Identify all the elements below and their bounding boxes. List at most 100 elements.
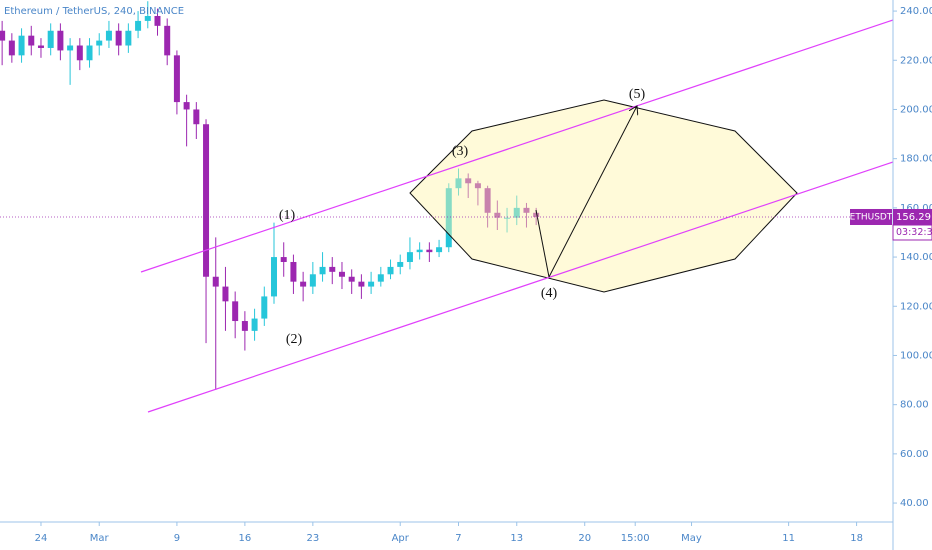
candle-body	[125, 30, 132, 46]
candle-body	[338, 271, 345, 277]
x-tick-label: 7	[455, 533, 461, 544]
candle-body	[37, 45, 44, 48]
candle-body	[47, 30, 54, 48]
y-tick-label: 100.00	[900, 350, 932, 361]
candle-body	[445, 188, 452, 248]
x-tick-label: 9	[174, 533, 180, 544]
price-series	[0, 1, 540, 390]
x-tick-label: 11	[782, 533, 795, 544]
symbol-tag	[850, 208, 892, 225]
candle-body	[232, 301, 239, 322]
candle-body	[18, 35, 25, 56]
candle-body	[8, 40, 15, 56]
candle-body	[212, 276, 219, 287]
candle-body	[154, 15, 161, 26]
candle-body	[144, 15, 151, 21]
countdown-tag	[892, 224, 932, 241]
candle-body	[173, 55, 180, 103]
x-tick-label: 24	[35, 533, 48, 544]
x-tick-label: 23	[306, 533, 319, 544]
candle-body	[377, 274, 384, 282]
candle-body	[358, 281, 365, 287]
y-tick-label: 220.00	[900, 55, 932, 66]
candle-body	[523, 207, 530, 213]
y-tick-label: 140.00	[900, 252, 932, 263]
wave-label: (4)	[541, 286, 558, 301]
candle-body	[309, 274, 316, 287]
x-tick-label: Mar	[90, 533, 110, 544]
candle-body	[67, 45, 74, 51]
candle-body	[203, 124, 210, 277]
candle-body	[436, 247, 443, 253]
y-tick-label: 60.00	[900, 449, 929, 460]
candle-body	[241, 321, 248, 331]
x-tick-label: May	[681, 533, 702, 544]
candle-body	[280, 257, 287, 262]
candle-body	[222, 286, 229, 302]
candle-body	[261, 296, 268, 319]
candle-body	[426, 249, 433, 253]
y-tick-label: 240.00	[900, 6, 932, 17]
candle-body	[348, 276, 355, 282]
candle-body	[164, 25, 171, 56]
candle-body	[57, 30, 64, 51]
wave-path	[535, 209, 550, 278]
y-tick-label: 200.00	[900, 104, 932, 115]
candle-body	[86, 45, 93, 61]
price-tag-label: 156.29	[896, 212, 931, 223]
wave-arrow	[548, 106, 637, 278]
candle-body	[533, 212, 540, 217]
candle-body	[290, 261, 297, 282]
candle-body	[329, 266, 336, 272]
x-tick-label: 18	[850, 533, 863, 544]
candle-body	[271, 257, 278, 297]
candle-body	[251, 318, 258, 331]
x-tick-label: 13	[510, 533, 523, 544]
candle-body	[455, 178, 462, 189]
x-tick-label: 15:00	[621, 533, 650, 544]
candle-body	[105, 30, 112, 41]
candle-body	[115, 30, 122, 46]
channel-upper	[140, 19, 894, 273]
candle-body	[387, 266, 394, 275]
drawings: (1) (2) (3) (4) (5)	[140, 19, 894, 413]
symbol-label: ETHUSDT	[850, 212, 893, 222]
candle-body	[504, 217, 511, 219]
y-tick-label: 180.00	[900, 154, 932, 165]
x-tick-label: 20	[578, 533, 591, 544]
candle-body	[193, 109, 200, 125]
x-tick-label: Apr	[392, 533, 410, 544]
y-tick-label: 80.00	[900, 400, 929, 411]
candle-body	[474, 183, 481, 189]
candle-body	[319, 266, 326, 275]
y-tick-label: 160.00	[900, 203, 932, 214]
candle-body	[28, 35, 35, 46]
hexagon-shape	[409, 99, 798, 293]
countdown-label: 03:32:34	[896, 227, 932, 238]
candle-body	[300, 281, 307, 287]
wave-label: (1)	[279, 208, 296, 223]
price-tag	[893, 208, 932, 225]
candle-body	[0, 30, 6, 41]
chart-title: Ethereum / TetherUS, 240, BINANCE	[4, 6, 184, 17]
candle-body	[368, 281, 375, 287]
candle-body	[397, 261, 404, 267]
candle-body	[416, 249, 423, 253]
wave-label: (3)	[452, 144, 469, 159]
candle-body	[406, 252, 413, 262]
y-tick-label: 40.00	[900, 498, 929, 509]
wave-label: (5)	[629, 87, 646, 102]
candle-body	[76, 45, 83, 61]
channel-lower	[147, 161, 894, 413]
y-tick-label: 120.00	[900, 301, 932, 312]
candle-body	[183, 102, 190, 110]
candle-body	[494, 212, 501, 218]
candle-body	[96, 40, 103, 46]
candle-body	[135, 20, 142, 31]
candle-body	[465, 178, 472, 184]
candle-body	[484, 188, 491, 213]
candle-body	[513, 207, 520, 218]
wave-label: (2)	[286, 332, 303, 347]
x-tick-label: 16	[239, 533, 252, 544]
